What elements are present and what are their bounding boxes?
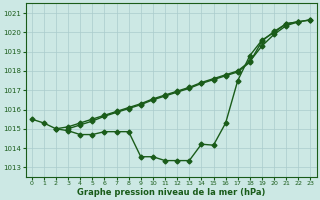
X-axis label: Graphe pression niveau de la mer (hPa): Graphe pression niveau de la mer (hPa): [77, 188, 265, 197]
